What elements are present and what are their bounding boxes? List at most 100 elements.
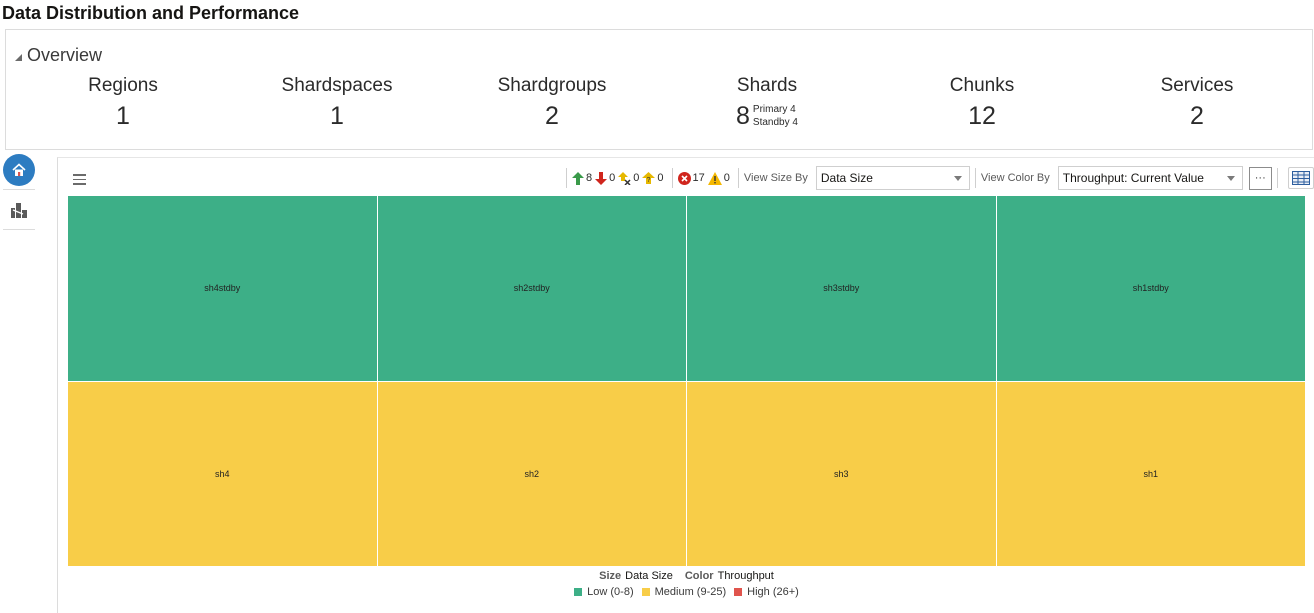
critical-icon [677,171,691,185]
treemap-tile[interactable]: sh1stdby [996,196,1305,381]
metric-label: Shardgroups [497,75,607,96]
side-nav [3,154,35,234]
legend-item[interactable]: Medium (9-25) [641,586,727,598]
view-color-value: Throughput: Current Value [1062,171,1204,185]
view-size-label: View Size By [743,172,808,184]
tile-label: sh1 [1143,468,1158,479]
page-title: Data Distribution and Performance [2,3,300,23]
toolbar: 8 0 0 ? 0 17 0 View Size By Data Size [561,166,1314,190]
legend-color-key: Color [684,570,714,582]
metric-shards: Shards 8 Primary 4 Standby 4 [687,75,847,131]
status-unknown-icon [618,171,631,185]
metric-value[interactable]: 1 [116,102,130,130]
status-unknown-count: 0 [633,172,640,184]
metric-regions: Regions 1 [43,75,203,131]
arrow-up-icon [572,171,584,185]
treemap-tile[interactable]: sh2 [377,381,686,566]
overview-panel: Overview Regions 1 Shardspaces 1 Shardgr… [5,29,1313,150]
tile-label: sh4 [214,468,230,479]
menu-icon[interactable] [73,174,86,188]
legend-item-label: Medium (9-25) [654,586,727,598]
performance-panel: 8 0 0 ? 0 17 0 View Size By Data Size [57,157,1314,613]
treemap-tile[interactable]: sh3stdby [687,196,996,381]
chevron-down-icon [953,175,962,181]
metric-value[interactable]: 8 [736,102,750,130]
toolbar-divider [671,168,673,188]
tile-label: sh1stdby [1132,283,1169,294]
status-critical-count: 17 [692,172,705,184]
metric-services: Services 2 [1117,75,1277,131]
view-size-value: Data Size [820,171,873,185]
metric-label: Regions [88,75,158,96]
metric-label: Shardspaces [281,75,393,96]
shard-treemap: sh4stdby sh2stdby sh3stdby sh1stdby sh4 sh2 sh… [68,196,1305,566]
status-down[interactable]: 0 [595,171,616,185]
view-color-label: View Color By [980,172,1050,184]
shards-standby[interactable]: Standby 4 [752,117,798,128]
side-nav-divider [3,189,35,190]
metric-value[interactable]: 2 [545,102,559,130]
status-down-count: 0 [609,172,616,184]
metric-shardgroups: Shardgroups 2 [472,75,632,131]
toolbar-divider [566,168,567,188]
metric-label: Services [1160,75,1234,96]
legend-size-key: Size [599,570,622,582]
view-color-select[interactable]: Throughput: Current Value [1057,166,1243,190]
svg-text:?: ? [647,177,651,184]
legend-item[interactable]: Low (0-8) [574,586,634,598]
metric-value[interactable]: 12 [968,102,996,130]
warning-icon [707,171,722,185]
metric-chunks: Chunks 12 [902,75,1062,131]
treemap-tile[interactable]: sh4stdby [68,196,377,381]
collapse-triangle-icon[interactable] [15,53,22,61]
treemap-tile[interactable]: sh3 [687,381,996,566]
toolbar-divider [737,168,739,188]
treemap-legend: Size Data Size Color Throughput Low (0-8… [58,570,1314,598]
legend-swatch [574,588,583,596]
metric-value[interactable]: 2 [1190,102,1204,130]
side-nav-divider [3,229,35,230]
table-icon [1291,171,1310,185]
metric-shardspaces: Shardspaces 1 [257,75,417,131]
overview-header[interactable]: Overview [15,45,102,66]
toolbar-divider [1276,168,1278,188]
tile-label: sh3 [833,468,849,479]
metric-label: Shards [736,75,798,96]
legend-swatch [641,588,650,596]
metric-value[interactable]: 1 [330,102,344,130]
treemap-tile[interactable]: sh4 [68,381,377,566]
tile-label: sh2stdby [513,283,550,294]
status-warning[interactable]: 0 [707,171,730,185]
more-options-button[interactable]: ··· [1248,166,1272,190]
status-unknown[interactable]: 0 [618,171,640,185]
toolbar-divider [974,168,976,188]
treemap-tile[interactable]: sh1 [996,381,1305,566]
table-view-button[interactable] [1287,167,1314,189]
legend-item-label: High (26+) [747,586,799,598]
side-nav-topology[interactable] [3,194,35,226]
status-pending-icon: ? [642,171,656,184]
status-pending[interactable]: ? 0 [642,171,664,185]
status-warning-count: 0 [723,172,730,184]
metric-label: Chunks [949,75,1015,96]
status-up[interactable]: 8 [572,171,593,185]
treemap-tile[interactable]: sh2stdby [377,196,686,381]
legend-swatch [734,588,743,596]
tile-label: sh3stdby [823,283,860,294]
chevron-down-icon [1226,175,1235,181]
status-critical[interactable]: 17 [677,171,705,185]
legend-item-label: Low (0-8) [587,586,634,598]
view-size-select[interactable]: Data Size [815,166,970,190]
shards-primary[interactable]: Primary 4 [752,104,796,115]
legend-size-value: Data Size [625,570,673,582]
status-pending-count: 0 [657,172,664,184]
legend-items: Low (0-8) Medium (9-25) High (26+) [58,586,1314,598]
side-nav-home[interactable] [3,154,35,186]
tile-label: sh4stdby [204,283,241,294]
legend-item[interactable]: High (26+) [734,586,799,598]
topology-icon [11,203,27,218]
status-up-count: 8 [586,172,593,184]
arrow-down-icon [595,171,608,185]
tile-label: sh2 [524,468,539,479]
legend-color-value: Throughput [717,570,774,582]
